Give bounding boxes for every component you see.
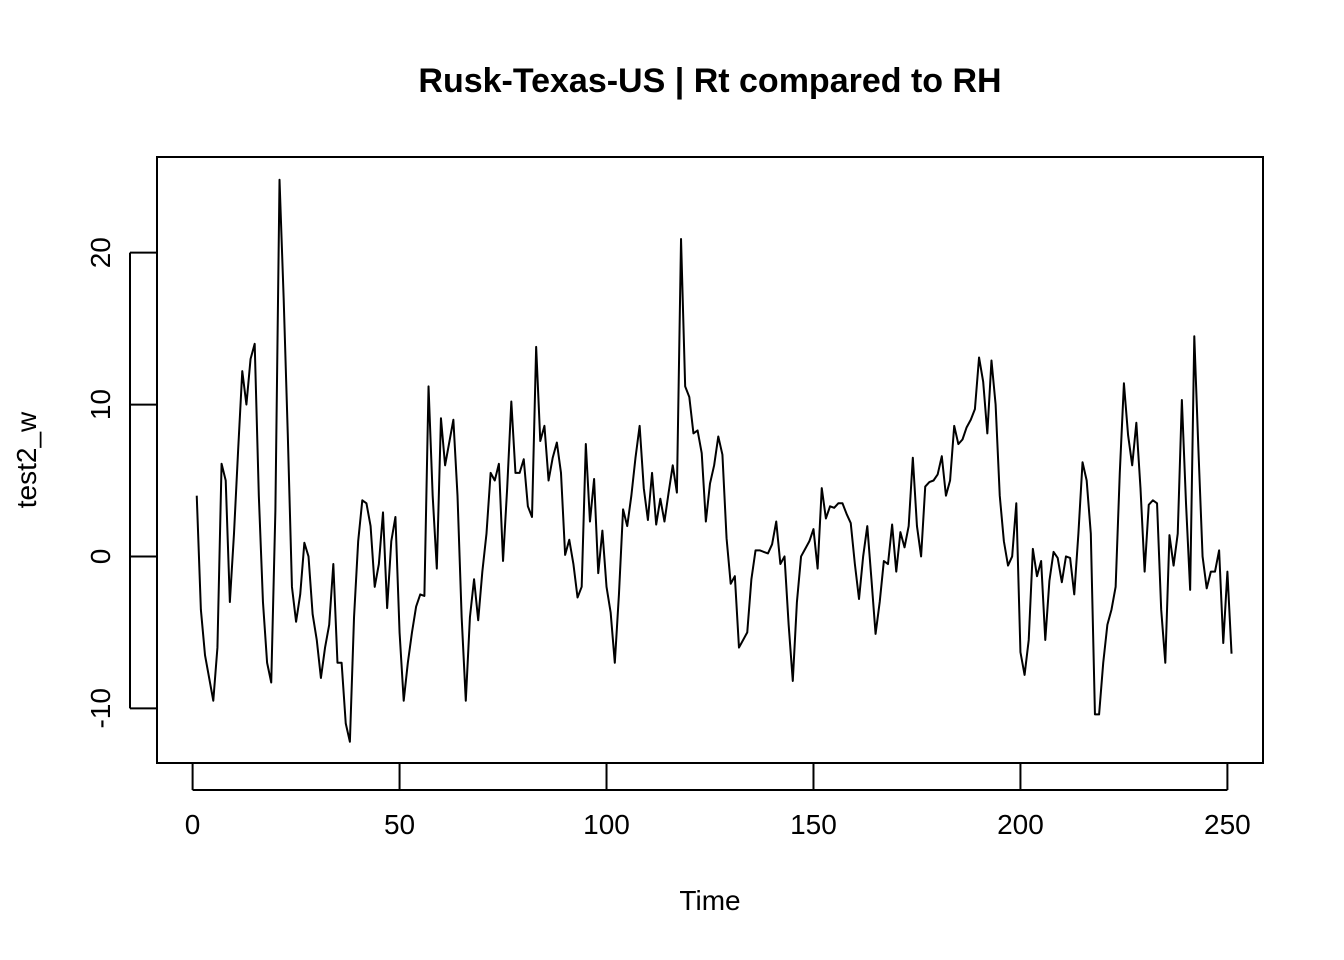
y-tick-label: -10	[85, 688, 116, 728]
x-tick-label: 250	[1204, 809, 1251, 840]
y-tick-label: 20	[85, 237, 116, 268]
y-axis-label: test2_w	[11, 411, 42, 508]
y-tick-label: 0	[85, 549, 116, 565]
x-axis-label: Time	[679, 885, 740, 916]
y-axis: -10 0 10 20	[85, 237, 157, 729]
series-line	[195, 178, 1233, 743]
x-tick-label: 100	[583, 809, 630, 840]
x-tick-label: 0	[185, 809, 201, 840]
x-tick-label: 200	[997, 809, 1044, 840]
x-tick-label: 150	[790, 809, 837, 840]
plot-frame	[156, 156, 1264, 764]
y-tick-label: 10	[85, 389, 116, 420]
chart-title: Rusk-Texas-US | Rt compared to RH	[418, 62, 1001, 100]
x-axis: 0 50 100 150 200 250	[185, 763, 1251, 840]
x-tick-label: 50	[384, 809, 415, 840]
